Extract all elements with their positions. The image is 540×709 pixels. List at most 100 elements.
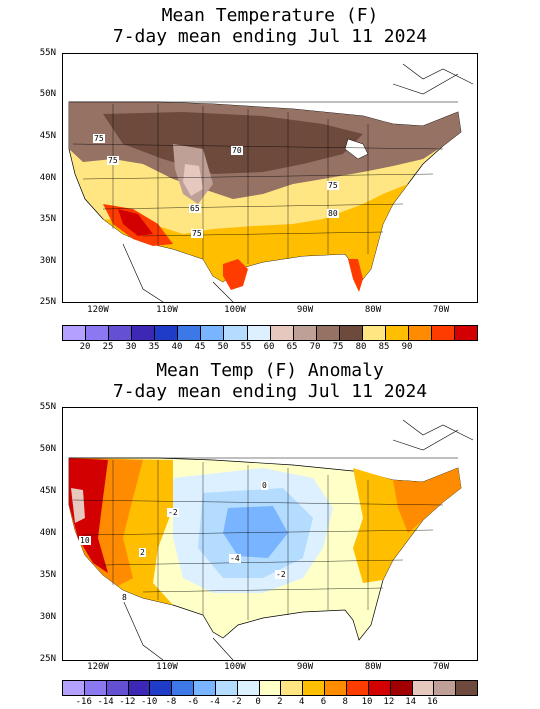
colorbar-swatch	[194, 681, 216, 695]
colorbar-label: 20	[79, 342, 91, 352]
colorbar-swatch	[128, 681, 151, 695]
colorbar-label: 65	[286, 342, 298, 352]
colorbar-swatch	[408, 326, 432, 340]
colorbar-label: -2	[230, 697, 242, 707]
bottom-lat-label: 45N	[39, 486, 56, 496]
top-cooler-core	[103, 112, 363, 174]
top-contour-label: 75	[191, 229, 203, 238]
colorbar-swatch	[259, 681, 282, 695]
bottom-colorbar	[62, 680, 478, 696]
top-state-lines	[72, 104, 444, 264]
colorbar-swatch	[339, 326, 363, 340]
top-lat-label: 50N	[39, 89, 56, 99]
bottom-map	[63, 408, 477, 660]
colorbar-label: 6	[320, 697, 327, 707]
bottom-contour-label: 2	[139, 548, 146, 557]
top-lat-label: 30N	[39, 256, 56, 266]
colorbar-swatch	[63, 681, 85, 695]
bottom-lat-label: 40N	[39, 528, 56, 538]
colorbar-label: -12	[119, 697, 136, 707]
colorbar-label: -6	[187, 697, 199, 707]
colorbar-swatch	[281, 681, 304, 695]
top-colorbar	[62, 325, 478, 341]
colorbar-swatch	[84, 681, 107, 695]
top-contour-label: 80	[327, 209, 339, 218]
bottom-lon-label: 70W	[432, 662, 450, 672]
colorbar-label: 45	[194, 342, 206, 352]
top-lon-label: 70W	[432, 305, 450, 315]
colorbar-swatch	[346, 681, 369, 695]
bottom-state-lines	[72, 460, 444, 620]
colorbar-label: -14	[97, 697, 114, 707]
top-coolest-mountains	[183, 164, 203, 196]
colorbar-swatch	[178, 326, 202, 340]
top-lat-label: 55N	[39, 48, 56, 58]
top-hottest-southwest	[118, 209, 153, 236]
colorbar-swatch	[455, 326, 478, 340]
bottom-lat-label: 55N	[39, 402, 56, 412]
bottom-map-panel: 10 8 2 -2 -4 -2 0	[62, 407, 478, 661]
colorbar-label: 70	[309, 342, 321, 352]
colorbar-label: 40	[171, 342, 183, 352]
colorbar-swatch	[412, 681, 435, 695]
bottom-lat-label: 50N	[39, 444, 56, 454]
colorbar-label: -4	[209, 697, 220, 707]
bottom-contour-label: 0	[261, 481, 268, 490]
colorbar-swatch	[201, 326, 225, 340]
colorbar-swatch	[109, 326, 133, 340]
top-contour-label: 75	[327, 181, 339, 190]
bottom-lon-label: 120W	[87, 662, 109, 672]
colorbar-label: -8	[165, 697, 177, 707]
top-lat-label: 35N	[39, 214, 56, 224]
colorbar-swatch	[368, 681, 391, 695]
colorbar-label: 12	[383, 697, 395, 707]
top-hot-texas	[223, 259, 248, 290]
bottom-title-line1: Mean Temp (F) Anomaly	[156, 360, 384, 381]
colorbar-label: -16	[75, 697, 92, 707]
colorbar-swatch	[155, 326, 179, 340]
colorbar-label: 0	[255, 697, 261, 707]
top-lon-label: 90W	[296, 305, 314, 315]
colorbar-label: 25	[102, 342, 114, 352]
colorbar-swatch	[456, 681, 478, 695]
colorbar-label: 55	[240, 342, 252, 352]
colorbar-swatch	[270, 326, 294, 340]
top-map	[63, 54, 477, 302]
colorbar-swatch	[132, 326, 156, 340]
top-contour-label: 65	[189, 204, 201, 213]
colorbar-label: 16	[426, 697, 438, 707]
colorbar-label: 85	[378, 342, 390, 352]
colorbar-swatch	[293, 326, 317, 340]
colorbar-label: -10	[141, 697, 158, 707]
bottom-lon-label: 100W	[224, 662, 246, 672]
colorbar-label: 75	[332, 342, 344, 352]
colorbar-swatch	[172, 681, 195, 695]
colorbar-label: 80	[355, 342, 367, 352]
top-contour-label: 75	[93, 134, 105, 143]
bottom-title-line2: 7-day mean ending Jul 11 2024	[112, 381, 428, 402]
colorbar-swatch	[237, 681, 260, 695]
colorbar-swatch	[432, 326, 456, 340]
colorbar-swatch	[215, 681, 238, 695]
bottom-warmer-east	[393, 468, 461, 533]
top-contour-label: 75	[107, 156, 119, 165]
top-contour-label: 70	[231, 146, 243, 155]
top-map-panel: 75 75 70 65 75 75 80	[62, 53, 478, 303]
colorbar-swatch	[362, 326, 386, 340]
colorbar-swatch	[385, 326, 409, 340]
colorbar-label: 50	[217, 342, 229, 352]
colorbar-swatch	[86, 326, 110, 340]
top-lon-label: 110W	[156, 305, 178, 315]
bottom-lat-label: 35N	[39, 570, 56, 580]
top-title-line1: Mean Temperature (F)	[161, 5, 379, 26]
bottom-contour-label: 8	[121, 593, 128, 602]
bottom-hot-west	[69, 458, 108, 573]
colorbar-swatch	[325, 681, 347, 695]
colorbar-swatch	[434, 681, 457, 695]
colorbar-swatch	[390, 681, 413, 695]
bottom-lat-label: 30N	[39, 612, 56, 622]
colorbar-label: 30	[125, 342, 137, 352]
bottom-hottest-west	[71, 488, 85, 523]
bottom-lon-label: 90W	[296, 662, 314, 672]
colorbar-label: 35	[148, 342, 160, 352]
